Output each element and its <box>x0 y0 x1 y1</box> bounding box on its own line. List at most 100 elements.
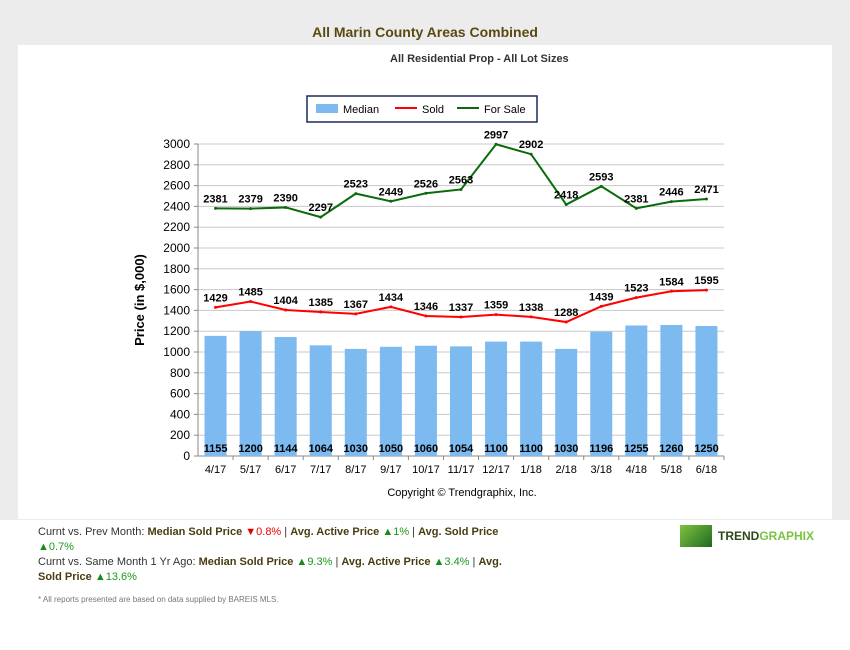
point-for-sale <box>284 205 288 209</box>
data-label-median: 1250 <box>694 443 718 455</box>
data-label-sold: 1434 <box>379 292 404 304</box>
data-label-median: 1030 <box>344 443 368 455</box>
data-label-sold: 1584 <box>659 276 684 288</box>
x-tick-label: 9/17 <box>380 464 401 476</box>
bar-median <box>625 325 648 456</box>
logo-text: TRENDGRAPHIX <box>718 529 814 543</box>
triangle-up-icon: ▲ <box>94 571 106 583</box>
data-label-median: 1100 <box>519 443 543 455</box>
data-label-sold: 1337 <box>449 302 473 314</box>
y-tick-label: 2800 <box>163 158 190 172</box>
bar-median <box>379 346 402 456</box>
point-sold <box>564 320 568 324</box>
y-tick-label: 1200 <box>163 324 190 338</box>
x-tick-label: 4/17 <box>205 464 226 476</box>
data-label-for-sale: 2390 <box>273 192 297 204</box>
footnote: * All reports presented are based on dat… <box>38 595 279 604</box>
point-sold <box>704 288 708 292</box>
data-label-median: 1030 <box>554 443 578 455</box>
footer: Curnt vs. Prev Month: Median Sold Price … <box>38 525 638 605</box>
data-label-for-sale: 2523 <box>344 179 368 191</box>
x-tick-label: 2/18 <box>555 464 576 476</box>
y-tick-label: 2400 <box>163 199 190 213</box>
logo-chart-icon <box>680 525 712 547</box>
y-tick-label: 200 <box>170 428 190 442</box>
x-tick-label: 10/17 <box>412 464 440 476</box>
data-label-sold: 1485 <box>238 287 262 299</box>
bar-median <box>274 337 297 456</box>
data-label-sold: 1439 <box>589 291 613 303</box>
y-tick-label: 1800 <box>163 262 190 276</box>
data-label-sold: 1288 <box>554 307 578 319</box>
stat-key: Avg. Active Price <box>290 526 380 538</box>
data-label-sold: 1404 <box>273 295 298 307</box>
data-label-for-sale: 2446 <box>659 187 683 199</box>
legend-label: Median <box>343 104 379 116</box>
point-sold <box>319 310 323 314</box>
data-label-sold: 1346 <box>414 301 438 313</box>
stat-key: Avg. Sold Price <box>418 526 499 538</box>
point-for-sale <box>599 184 603 188</box>
legend-label: For Sale <box>484 104 526 116</box>
data-label-for-sale: 2563 <box>449 174 473 186</box>
y-tick-label: 1600 <box>163 283 190 297</box>
data-label-sold: 1359 <box>484 300 508 312</box>
data-label-sold: 1338 <box>519 302 543 314</box>
y-tick-label: 1000 <box>163 345 190 359</box>
chart-title: All Marin County Areas Combined <box>312 24 538 40</box>
data-label-for-sale: 2593 <box>589 171 613 183</box>
data-label-for-sale: 2471 <box>694 184 718 196</box>
x-tick-label: 11/17 <box>448 464 475 476</box>
data-label-median: 1060 <box>414 443 438 455</box>
x-tick-label: 5/18 <box>661 464 682 476</box>
data-label-for-sale: 2449 <box>379 186 403 198</box>
stats-summary: Curnt vs. Prev Month: Median Sold Price … <box>38 525 528 585</box>
data-label-median: 1064 <box>308 443 333 455</box>
point-for-sale <box>319 215 323 219</box>
stats-prev-month: Curnt vs. Prev Month: Median Sold Price … <box>38 526 499 553</box>
point-for-sale <box>389 199 393 203</box>
point-for-sale <box>214 206 218 210</box>
bar-median <box>660 324 683 456</box>
bar-median <box>555 348 578 456</box>
data-label-median: 1054 <box>449 443 474 455</box>
bar-median <box>414 345 437 456</box>
y-tick-label: 2200 <box>163 220 190 234</box>
point-sold <box>389 305 393 309</box>
stat-value: 1% <box>393 526 410 538</box>
data-label-sold: 1523 <box>624 283 648 295</box>
bar-median <box>520 341 543 456</box>
bar-median <box>450 346 472 456</box>
point-for-sale <box>704 197 708 201</box>
data-label-for-sale: 2297 <box>308 202 332 214</box>
point-for-sale <box>529 152 533 156</box>
stat-key: Avg. Sold Price <box>38 556 502 583</box>
stat-key: Median Sold Price <box>147 526 243 538</box>
stat-value: 13.6% <box>105 571 137 583</box>
data-label-median: 1255 <box>624 443 648 455</box>
x-tick-label: 1/18 <box>520 464 541 476</box>
data-label-for-sale: 2526 <box>414 178 438 190</box>
point-sold <box>424 314 428 318</box>
point-sold <box>599 304 603 308</box>
x-tick-label: 7/17 <box>310 464 331 476</box>
point-sold <box>529 315 533 319</box>
data-label-for-sale: 2997 <box>484 129 508 141</box>
logo-text-trend: TREND <box>718 529 760 543</box>
chart: 0 200 400 600 800 1000 1200 1400 1600 1800 2000 220… <box>132 95 725 499</box>
point-sold <box>354 312 358 316</box>
data-label-for-sale: 2902 <box>519 139 543 151</box>
stat-value: 0.7% <box>48 541 74 553</box>
y-tick-label: 2600 <box>163 179 190 193</box>
data-label-sold: 1595 <box>694 275 718 287</box>
data-label-median: 1100 <box>484 443 508 455</box>
y-tick-label: 0 <box>183 449 190 463</box>
legend-label: Sold <box>422 104 444 116</box>
y-tick-label: 400 <box>170 407 190 421</box>
stat-value: 0.8% <box>256 526 282 538</box>
data-label-for-sale: 2381 <box>203 193 227 205</box>
point-sold <box>669 289 673 293</box>
point-for-sale <box>494 142 498 146</box>
legend-box <box>306 95 538 123</box>
data-label-median: 1155 <box>204 443 228 455</box>
